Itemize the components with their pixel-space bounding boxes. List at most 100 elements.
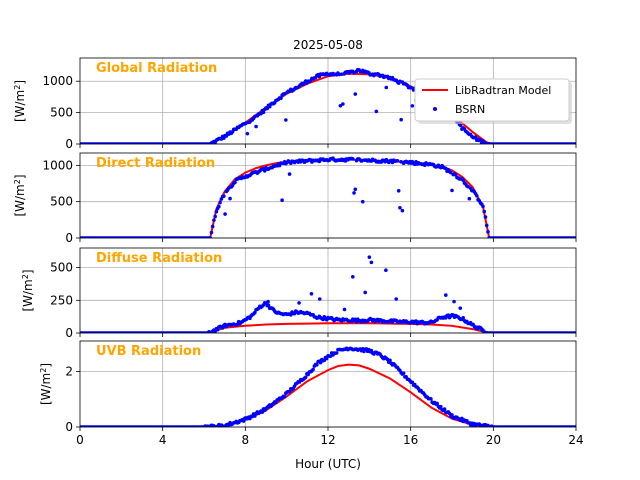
y-axis-label-unit: [W/m	[39, 373, 53, 405]
y-tick-label: 0	[65, 326, 73, 340]
bsrn-point	[435, 401, 439, 406]
bsrn-point	[394, 297, 399, 301]
x-tick-label: 8	[242, 433, 250, 447]
bsrn-point	[450, 188, 454, 193]
bsrn-point	[334, 351, 339, 355]
bsrn-point	[286, 159, 291, 163]
bsrn-point	[395, 158, 400, 163]
bsrn-point	[287, 172, 292, 176]
plot-area	[80, 156, 576, 238]
bsrn-point	[374, 109, 379, 114]
bsrn-point	[260, 410, 265, 414]
bsrn-point	[218, 200, 222, 205]
bsrn-point	[363, 290, 368, 295]
y-axis-label-exponent: 2	[13, 85, 22, 90]
bsrn-point	[452, 299, 456, 304]
y-tick-label: 1000	[42, 158, 73, 172]
bsrn-point	[442, 407, 447, 411]
y-tick-label: 0	[65, 420, 73, 434]
bsrn-point	[481, 204, 485, 209]
bsrn-point	[399, 117, 403, 122]
bsrn-point	[369, 260, 374, 265]
bsrn-point	[351, 157, 355, 161]
bsrn-point	[315, 363, 319, 367]
bsrn-point	[398, 205, 402, 210]
bsrn-point	[388, 358, 392, 363]
bsrn-point	[360, 199, 365, 204]
bsrn-point	[297, 301, 301, 305]
bsrn-point	[400, 208, 405, 213]
panel-2: 0 250 500 [W/m2] Diffuse Radiation	[21, 247, 577, 340]
plot-area	[80, 255, 576, 333]
bsrn-point	[303, 375, 308, 380]
y-tick-label: 500	[50, 106, 73, 120]
bsrn-point	[352, 191, 356, 195]
bsrn-point	[212, 218, 216, 222]
bsrn-point	[467, 196, 472, 201]
y-tick-label: 250	[50, 293, 73, 307]
y-tick-label: 1000	[42, 74, 73, 88]
x-tick-label: 0	[76, 433, 84, 447]
bsrn-point	[353, 92, 358, 96]
y-axis-label-exponent: 2	[13, 179, 22, 184]
y-tick-label: 500	[50, 261, 73, 275]
panel-label: Diffuse Radiation	[96, 251, 222, 266]
bsrn-point	[214, 209, 219, 214]
y-axis-label-unit: [W/m	[13, 90, 27, 122]
bsrn-point	[486, 230, 490, 234]
bsrn-point	[311, 367, 315, 372]
panel-0: 0 500 1000 [W/m2] Global Radiation	[13, 57, 577, 151]
bsrn-point	[241, 419, 246, 423]
bsrn-point	[282, 394, 287, 399]
bsrn-point	[324, 356, 329, 361]
bsrn-point	[481, 139, 485, 143]
bsrn-point	[224, 134, 229, 138]
bsrn-point	[284, 118, 288, 122]
y-axis-label: [W/m2]	[21, 269, 36, 311]
bsrn-point	[317, 297, 322, 301]
panel-label: UVB Radiation	[96, 344, 201, 359]
y-tick-label: 500	[50, 195, 73, 209]
bsrn-point	[266, 303, 271, 308]
bsrn-point	[384, 268, 388, 273]
bsrn-point	[439, 404, 443, 409]
bsrn-point	[458, 123, 463, 128]
bsrn-point	[396, 189, 401, 193]
series-line-libradtran	[80, 322, 576, 333]
bsrn-point	[484, 223, 489, 228]
legend-label-bsrn: BSRN	[455, 103, 485, 116]
x-tick-label: 16	[403, 433, 418, 447]
bsrn-point	[458, 306, 463, 310]
legend-box	[414, 78, 570, 122]
panel-3: 020 4 8 12 16 20 24[W/m2]UVB Radiation	[39, 340, 584, 447]
y-axis-label: [W/m2]	[13, 174, 28, 216]
legend-marker-bsrn	[433, 107, 437, 111]
y-axis-label-exponent: 2	[39, 368, 48, 373]
y-tick-label: 0	[65, 137, 73, 151]
y-axis-label-unit: [W/m	[13, 184, 27, 216]
y-axis-label-close: ]	[39, 363, 53, 368]
bsrn-point	[482, 209, 487, 214]
bsrn-point	[265, 106, 270, 111]
bsrn-point	[574, 425, 576, 427]
bsrn-point	[409, 85, 413, 90]
bsrn-point	[338, 104, 343, 108]
panel-label: Global Radiation	[96, 61, 217, 76]
bsrn-point	[367, 255, 372, 259]
bsrn-point	[351, 274, 355, 279]
bsrn-point	[266, 299, 270, 304]
y-axis-label: [W/m2]	[13, 80, 28, 122]
bsrn-point	[309, 291, 314, 296]
bsrn-point	[475, 193, 479, 198]
y-axis-label-close: ]	[13, 174, 27, 179]
x-tick-label: 24	[568, 433, 583, 447]
bsrn-point	[448, 170, 453, 175]
bsrn-point	[353, 187, 358, 192]
bsrn-point	[429, 397, 433, 401]
bsrn-point	[450, 413, 454, 417]
y-axis-label-close: ]	[13, 80, 27, 85]
panel-1: 0 500 1000 [W/m2] Direct Radiation	[13, 152, 577, 245]
bsrn-point	[245, 131, 250, 136]
